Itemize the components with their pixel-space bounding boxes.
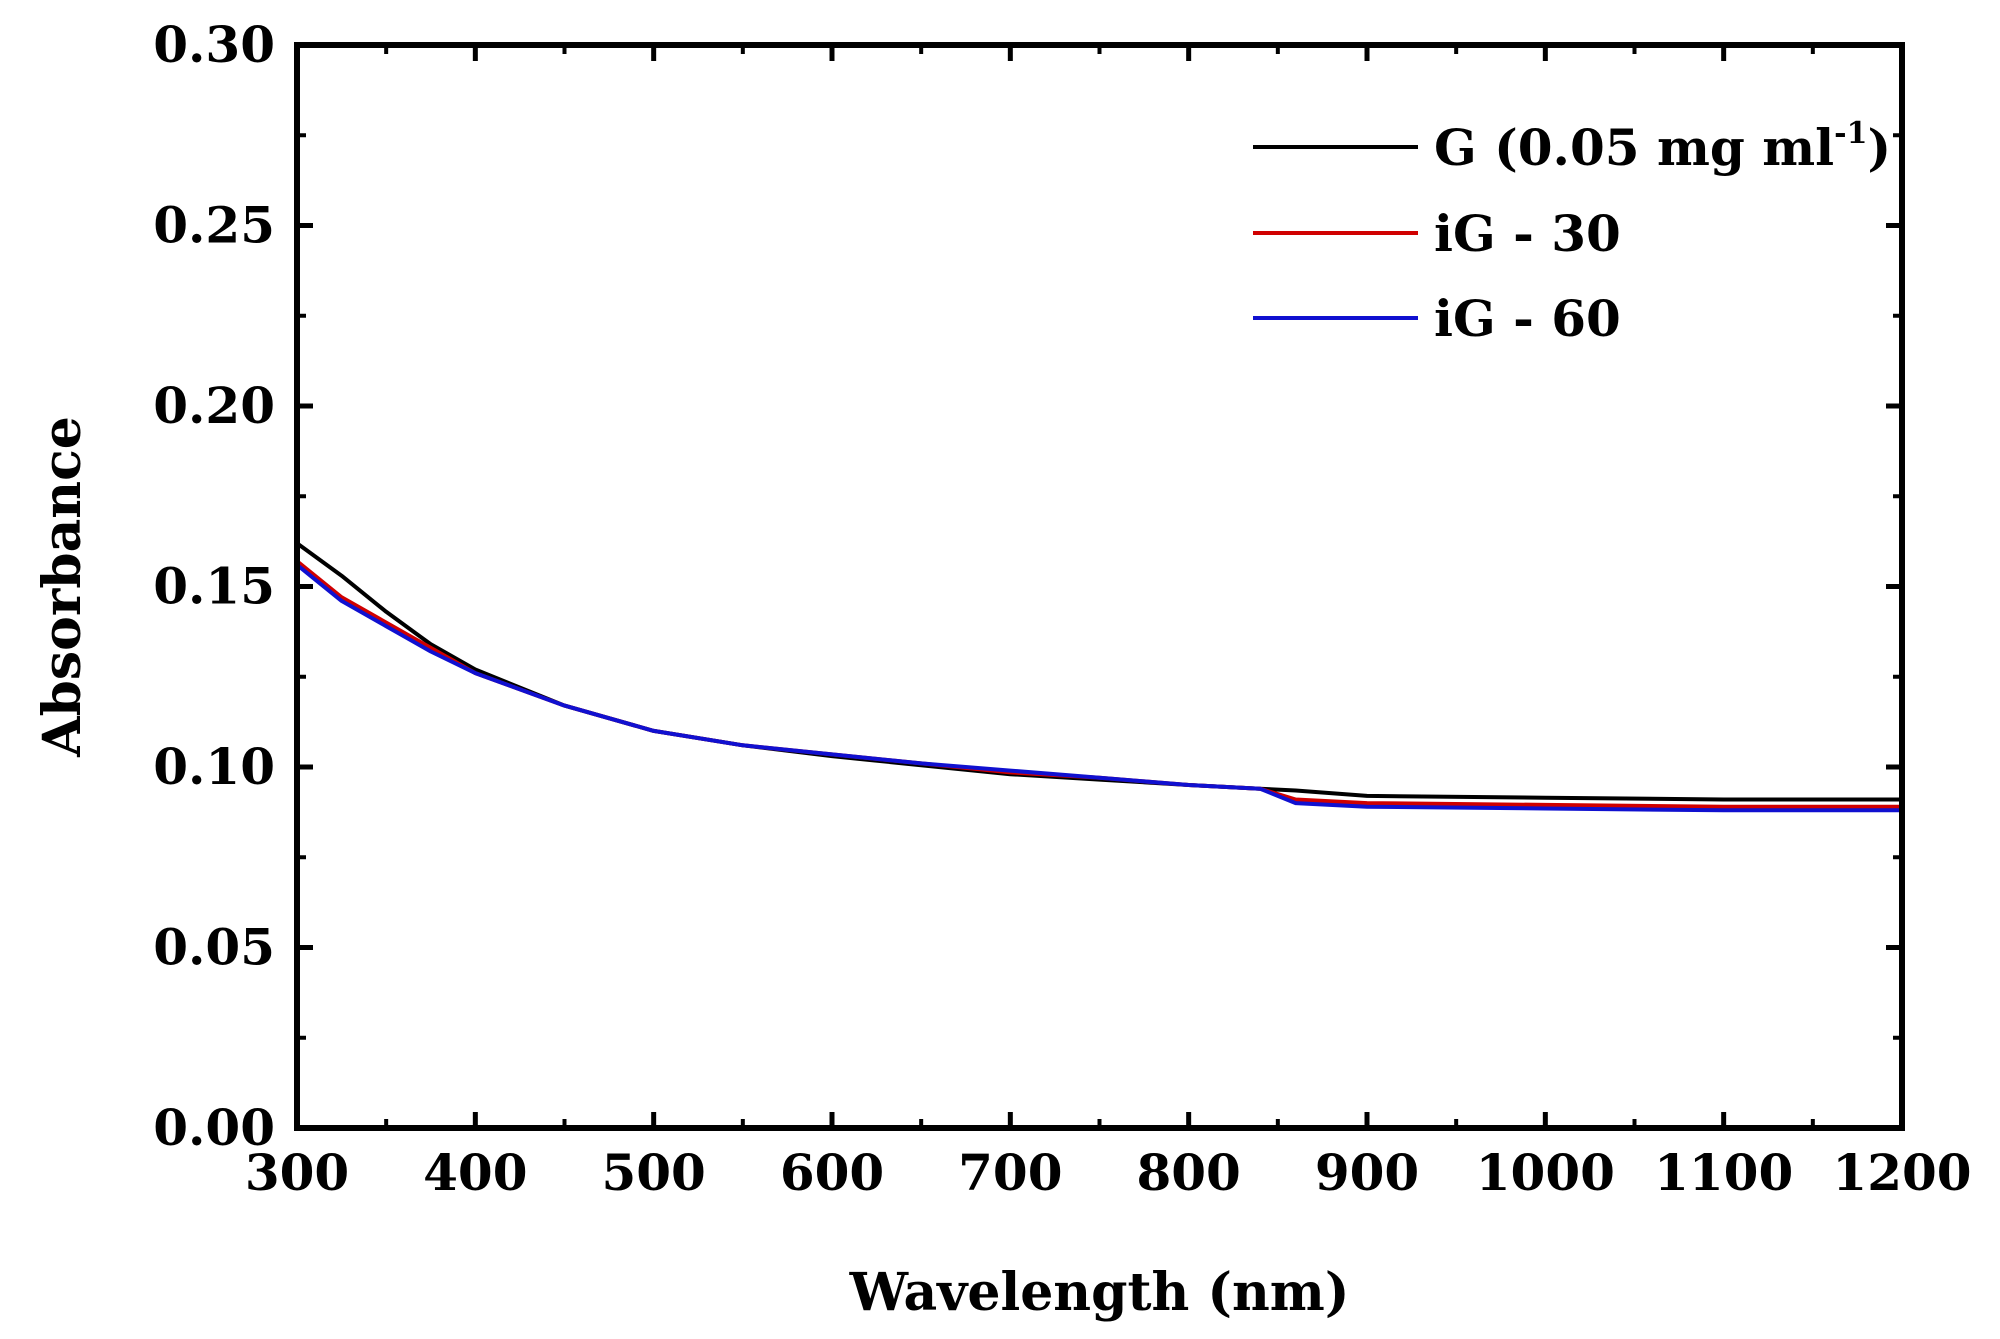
y-tick-label: 0.20 [153,376,275,435]
y-tick-label: 0.15 [153,557,275,616]
x-tick-label: 500 [601,1143,705,1202]
y-tick-label: 0.25 [153,196,275,255]
legend-label-ig30: iG - 30 [1434,204,1621,263]
legend-label-g: G (0.05 mg ml-1) [1434,116,1891,177]
y-tick-label: 0.05 [153,918,275,977]
legend-label-g-main: G (0.05 mg ml [1434,118,1834,177]
y-tick-label: 0.30 [153,15,275,74]
x-axis-title: Wavelength (nm) [849,1262,1350,1323]
series-line-0 [295,541,1904,802]
x-tick-label: 1100 [1654,1143,1793,1202]
series-line-1 [295,559,1904,809]
x-tick-label: 300 [245,1143,349,1202]
x-tick-label: 800 [1136,1143,1240,1202]
legend-label-g-close: ) [1867,118,1891,177]
x-tick-label: 600 [780,1143,884,1202]
y-tick-label: 0.00 [153,1098,275,1157]
x-tick-label: 400 [423,1143,527,1202]
x-tick-label: 1000 [1476,1143,1615,1202]
y-tick-label: 0.10 [153,737,275,796]
series-line-2 [295,562,1904,813]
x-tick-label: 1200 [1832,1143,1971,1202]
legend-label-g-superscript: -1 [1834,116,1867,151]
x-tick-label: 900 [1315,1143,1419,1202]
plot-frame [294,42,1905,1131]
x-tick-label: 700 [958,1143,1062,1202]
legend-label-ig60: iG - 60 [1434,289,1621,348]
y-axis-title: Absorbance [32,416,93,758]
legend: G (0.05 mg ml-1) iG - 30 iG - 60 [1253,116,1891,348]
axis-ticks-layer: 300 400 500 600 700 800 900 1000 1100 1200 0.00 0.0… [153,15,1971,1202]
plot-series-layer [295,541,1904,813]
